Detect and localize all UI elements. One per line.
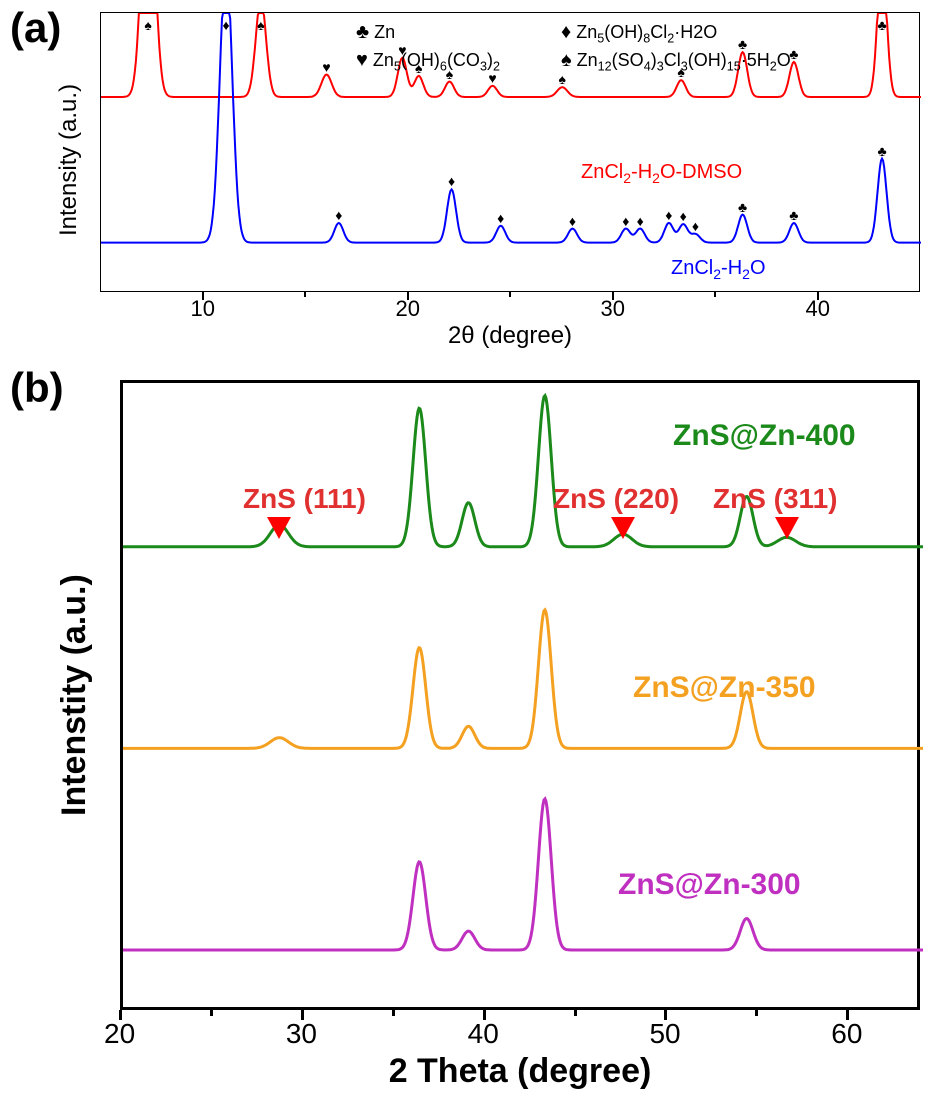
legend-zn5oh8cl2: ♦ Zn5(OH)8Cl2·H2O [561,21,717,46]
xlabel-a: 2θ (degree) [100,322,920,350]
xtick-b-60: 60 [831,1018,862,1050]
legend-zn12so4-text: Zn12(SO4)3Cl3(OH)15·5H2O [577,50,791,70]
panel-b-label: (b) [10,364,64,412]
peak-symbol: ♦ [335,207,342,223]
chart-b: ZnS (111) ZnS (220) ZnS (311) ZnS@Zn-400… [120,380,920,1010]
xlabel-b: 2 Theta (degree) [120,1052,920,1091]
marker-triangle [611,517,635,539]
panel-a-label: (a) [10,4,61,52]
legend-zn5oh8cl2-text: Zn5(OH)8Cl2·H2O [576,22,717,42]
peak-symbol: ♣ [877,17,886,33]
peak-symbol: ♣ [877,143,886,159]
trace-label-dmso: ZnCl2-H2O-DMSO [581,161,742,186]
legend-zn: ♣ Zn [356,21,395,44]
xtick-b-30: 30 [286,1018,317,1050]
legend-zn5oh6co3-text: Zn5(OH)6(CO3)2 [373,50,500,70]
ylabel-b: Intenstity (a.u.) [55,520,94,870]
peak-symbol: ♣ [738,199,747,215]
xtick-b-50: 50 [649,1018,680,1050]
peak-symbol: ♠ [257,17,264,33]
peak-symbol: ♥ [322,59,330,75]
trace-ZnS@Zn-300 [123,799,923,950]
trace-label-h2o: ZnCl2-H2O [671,257,766,282]
xtick-b-20: 20 [104,1018,135,1050]
trace-label-300: ZnS@Zn-300 [618,868,801,902]
ylabel-a: Intensity (a.u.) [55,60,83,260]
peak-symbol: ♦ [569,213,576,229]
peak-symbol: ♦ [222,17,229,33]
peak-symbol: ♦ [448,173,455,189]
peak-symbol: ♦ [692,218,699,234]
trace-label-350: ZnS@Zn-350 [633,671,816,705]
legend-zn12so4: ♠ Zn12(SO4)3Cl3(OH)15·5H2O [561,49,791,74]
anno-zns-311: ZnS (311) [713,483,837,515]
anno-zns-111: ZnS (111) [243,483,366,515]
legend-zn5oh6co3: ♥ Zn5(OH)6(CO3)2 [356,49,500,74]
chart-a: ♠♠♥♥♠♠♥♠♠♣♣♣♦♦♦♦♦♦♦♦♦♦♣♣♣ ♣ Zn ♦ Zn5(OH)… [100,12,920,292]
peak-symbol: ♦ [622,213,629,229]
marker-triangle [775,517,799,539]
peak-symbol: ♦ [680,208,687,224]
peak-symbol: ♦ [665,207,672,223]
xtick-b-40: 40 [468,1018,499,1050]
peak-symbol: ♠ [144,17,151,33]
marker-triangle [267,517,291,539]
peak-symbol: ♦ [637,213,644,229]
legend-zn-text: Zn [374,22,395,42]
trace-label-400: ZnS@Zn-400 [673,419,856,453]
figure: (a) ♠♠♥♥♠♠♥♠♠♣♣♣♦♦♦♦♦♦♦♦♦♦♣♣♣ ♣ Zn ♦ Zn5… [0,0,935,1107]
peak-symbol: ♣ [789,207,798,223]
anno-zns-220: ZnS (220) [553,483,679,515]
peak-symbol: ♦ [497,210,504,226]
